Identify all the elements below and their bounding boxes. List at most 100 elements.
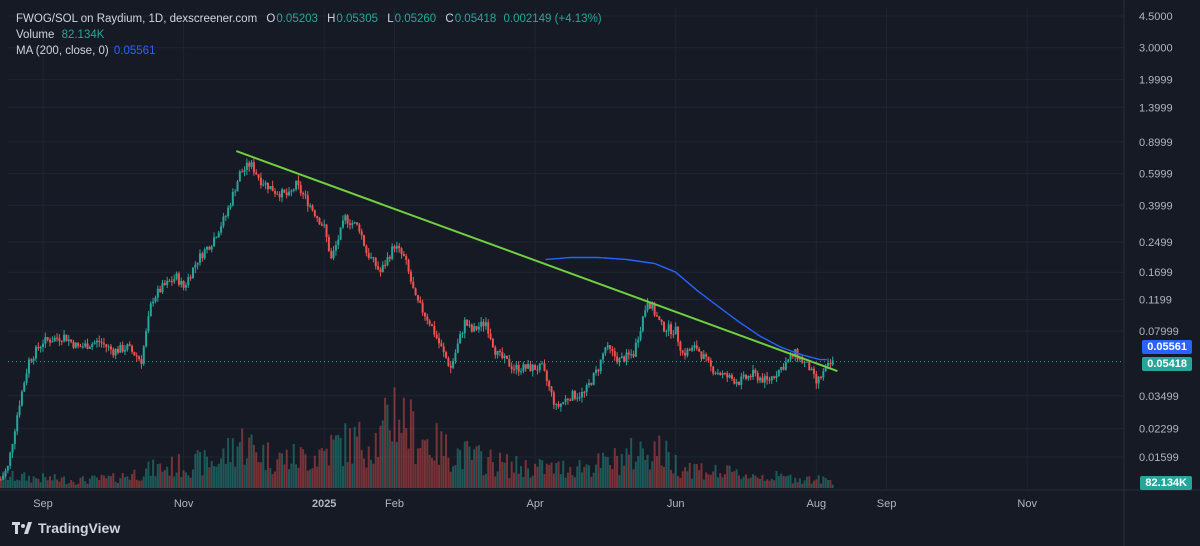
candle-body: [454, 352, 457, 361]
volume-bar: [440, 431, 443, 488]
volume-bar: [681, 471, 684, 488]
candle-body: [548, 381, 551, 387]
candle-body: [827, 363, 830, 367]
volume-bar: [288, 469, 291, 488]
volume-bar: [37, 478, 40, 488]
volume-bar: [72, 481, 75, 488]
candle-body: [30, 359, 33, 361]
candle-body: [489, 333, 492, 339]
volume-bar: [770, 478, 773, 488]
trendline: [235, 150, 838, 372]
volume-bar: [489, 449, 492, 488]
volume-bar: [498, 452, 501, 488]
candle-body: [639, 331, 642, 340]
candle-body: [609, 345, 612, 349]
candle-body: [801, 357, 804, 363]
symbol-title[interactable]: FWOG/SOL on Raydium, 1D, dexscreener.com: [16, 13, 258, 25]
volume-bar: [466, 440, 469, 488]
chart-legend: FWOG/SOL on Raydium, 1D, dexscreener.com…: [16, 11, 602, 59]
volume-bar: [238, 442, 241, 488]
candle-body: [53, 337, 56, 342]
volume-bar: [576, 466, 579, 488]
candle-body: [334, 244, 337, 251]
volume-bar: [430, 457, 433, 488]
volume-bar: [229, 462, 232, 488]
candle-body: [332, 250, 335, 259]
volume-bar: [831, 484, 834, 488]
legend-volume-row[interactable]: Volume 82.134K: [16, 27, 602, 43]
volume-bar: [53, 474, 56, 488]
volume-bar: [250, 434, 253, 488]
candle-body: [459, 334, 462, 344]
volume-bar: [147, 461, 150, 488]
candle-body: [269, 186, 272, 190]
candle-body: [126, 344, 129, 350]
candle-body: [777, 369, 780, 377]
candle-body: [524, 364, 527, 369]
candle-body: [259, 177, 262, 186]
candle-body: [686, 349, 689, 356]
candle-body: [290, 190, 293, 192]
candle-body: [487, 322, 490, 334]
volume-bar: [189, 477, 192, 488]
candle-body: [323, 224, 326, 226]
volume-bar: [817, 475, 820, 488]
volume-bar: [138, 480, 141, 488]
volume-bar: [583, 466, 586, 488]
volume-bar: [667, 452, 670, 488]
candle-body: [34, 346, 37, 359]
candle-body: [316, 216, 319, 219]
candle-body: [494, 347, 497, 355]
volume-bar: [798, 478, 801, 488]
volume-bar: [421, 439, 424, 488]
volume-bar: [299, 447, 302, 488]
candle-body: [86, 343, 89, 349]
candle-body: [552, 392, 555, 405]
candle-body: [667, 324, 670, 331]
volume-bar: [175, 472, 178, 488]
volume-bar: [126, 476, 129, 488]
candle-body: [365, 245, 368, 253]
candle-body: [142, 346, 145, 364]
candle-body: [341, 220, 344, 228]
volume-bar: [662, 466, 665, 488]
volume-bar: [510, 461, 513, 488]
candle-body: [440, 343, 443, 347]
candle-body: [670, 324, 673, 335]
legend-ma-row[interactable]: MA (200, close, 0) 0.05561: [16, 43, 602, 59]
candle-body: [91, 344, 94, 348]
volume-bar: [803, 480, 806, 488]
candle-body: [742, 374, 745, 377]
volume-bar: [395, 441, 398, 488]
volume-bar: [524, 460, 527, 488]
high-label: H: [327, 13, 336, 25]
candle-body: [177, 273, 180, 285]
volume-bar: [531, 475, 534, 488]
candle-body: [815, 374, 818, 384]
candle-body: [768, 379, 771, 381]
volume-bar: [170, 456, 173, 488]
volume-bar: [95, 477, 98, 488]
candle-body: [299, 185, 302, 194]
volume-bar: [199, 451, 202, 488]
candle-body: [281, 189, 284, 198]
volume-bar: [791, 483, 794, 488]
volume-bar: [302, 449, 305, 488]
volume-bar: [243, 464, 246, 488]
candle-body: [423, 312, 426, 317]
candle-body: [618, 358, 621, 363]
volume-bar: [665, 440, 668, 488]
candle-body: [0, 479, 2, 481]
candle-body: [215, 237, 218, 239]
tradingview-logo[interactable]: TradingView: [12, 520, 120, 536]
candle-body: [480, 321, 483, 327]
volume-bar: [819, 483, 822, 488]
candle-body: [545, 370, 548, 382]
volume-bar: [745, 474, 747, 488]
volume-bar: [480, 451, 483, 488]
candle-body: [81, 346, 84, 348]
candle-body: [147, 316, 150, 332]
volume-bar: [273, 471, 276, 488]
candle-body: [74, 342, 77, 348]
